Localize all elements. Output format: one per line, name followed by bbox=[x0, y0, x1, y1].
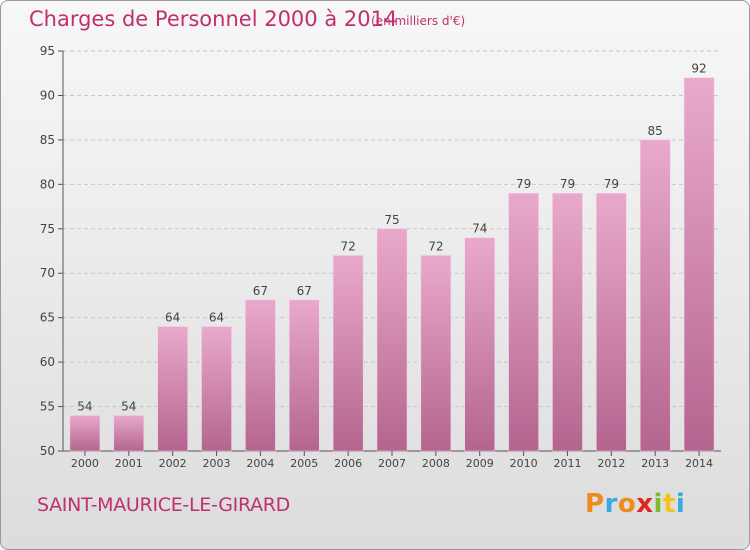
x-tick-label: 2011 bbox=[553, 457, 581, 470]
x-tick-label: 2009 bbox=[466, 457, 494, 470]
data-label: 74 bbox=[472, 222, 487, 236]
y-tick-label: 85 bbox=[40, 133, 55, 147]
chart-subtitle: (en milliers d'€) bbox=[371, 14, 466, 28]
bar bbox=[552, 192, 583, 452]
y-tick-label: 70 bbox=[40, 266, 55, 280]
brand-letter: x bbox=[636, 489, 654, 519]
bar bbox=[245, 299, 276, 452]
data-label: 72 bbox=[340, 239, 355, 253]
bar bbox=[69, 415, 101, 452]
x-tick-label: 2001 bbox=[115, 457, 143, 470]
data-label: 92 bbox=[691, 62, 706, 76]
x-tick-label: 2000 bbox=[71, 457, 99, 470]
x-tick-label: 2003 bbox=[203, 457, 231, 470]
bar bbox=[639, 139, 671, 452]
brand-letter: r bbox=[604, 489, 618, 519]
bar bbox=[596, 192, 627, 452]
bar bbox=[289, 299, 320, 452]
data-label: 64 bbox=[165, 311, 180, 325]
data-label: 67 bbox=[253, 284, 268, 298]
x-tick-label: 2002 bbox=[159, 457, 187, 470]
bar bbox=[508, 192, 539, 452]
brand-letter: P bbox=[585, 489, 605, 519]
y-tick-label: 80 bbox=[40, 177, 55, 191]
chart-title: Charges de Personnel 2000 à 2014 bbox=[29, 7, 398, 31]
bar bbox=[376, 228, 408, 452]
y-tick-label: 50 bbox=[40, 444, 55, 458]
data-label: 79 bbox=[560, 177, 575, 191]
proxiti-logo: Proxiti bbox=[585, 489, 685, 519]
y-tick-label: 55 bbox=[40, 400, 55, 414]
data-label: 64 bbox=[209, 311, 224, 325]
x-tick-label: 2005 bbox=[290, 457, 318, 470]
bar bbox=[420, 255, 452, 452]
brand-letter: i bbox=[653, 489, 663, 519]
x-tick-label: 2010 bbox=[510, 457, 538, 470]
y-tick-label: 65 bbox=[40, 311, 55, 325]
data-label: 54 bbox=[77, 399, 92, 413]
y-tick-label: 60 bbox=[40, 355, 55, 369]
town-name: SAINT-MAURICE-LE-GIRARD bbox=[37, 494, 291, 516]
bar bbox=[201, 326, 232, 452]
data-label: 54 bbox=[121, 399, 136, 413]
x-tick-label: 2006 bbox=[334, 457, 362, 470]
bar bbox=[157, 326, 188, 452]
bar bbox=[683, 77, 715, 452]
x-tick-label: 2007 bbox=[378, 457, 406, 470]
data-label: 72 bbox=[428, 239, 443, 253]
data-label: 85 bbox=[648, 124, 663, 138]
x-tick-label: 2013 bbox=[641, 457, 669, 470]
brand-letter: t bbox=[662, 489, 676, 519]
y-tick-label: 75 bbox=[40, 222, 55, 236]
brand-letter: i bbox=[675, 489, 686, 519]
bar bbox=[464, 237, 495, 452]
y-tick-label: 90 bbox=[40, 88, 55, 102]
data-label: 67 bbox=[297, 284, 312, 298]
x-tick-label: 2008 bbox=[422, 457, 450, 470]
x-tick-label: 2014 bbox=[685, 457, 713, 470]
y-tick-label: 95 bbox=[40, 44, 55, 58]
data-label: 75 bbox=[384, 213, 399, 227]
x-tick-label: 2004 bbox=[246, 457, 274, 470]
data-label: 79 bbox=[604, 177, 619, 191]
bar bbox=[332, 255, 364, 452]
bar bbox=[113, 415, 145, 452]
brand-letter: o bbox=[617, 489, 637, 519]
data-label: 79 bbox=[516, 177, 531, 191]
x-tick-label: 2012 bbox=[597, 457, 625, 470]
